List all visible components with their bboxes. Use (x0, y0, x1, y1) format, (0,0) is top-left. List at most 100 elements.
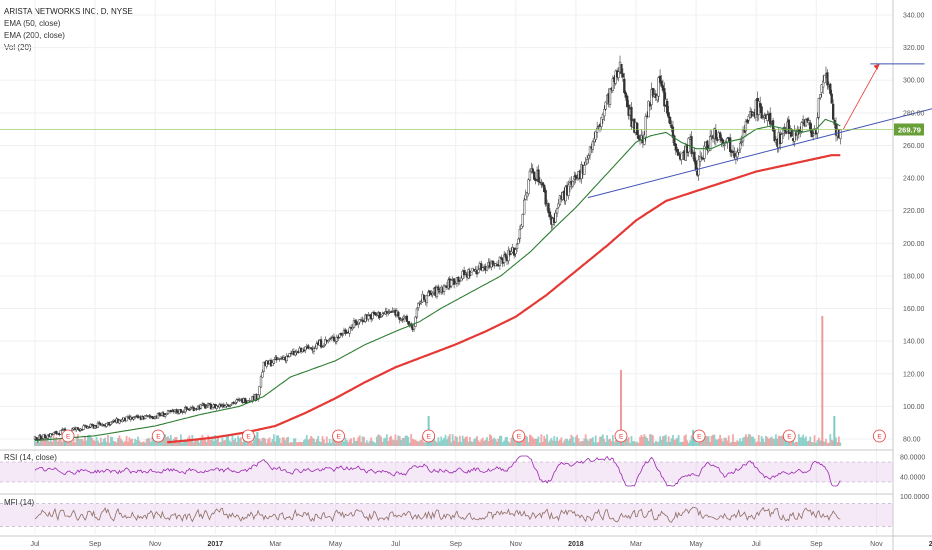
volume-bar (292, 438, 295, 446)
volume-bar (547, 442, 550, 446)
price-tick-label: 180.00 (903, 273, 925, 280)
volume-bar (544, 438, 547, 446)
volume-bar (484, 439, 487, 446)
volume-bar (477, 440, 480, 446)
volume-bar (770, 436, 773, 446)
volume-bar (84, 436, 86, 446)
earnings-marker (241, 429, 255, 443)
volume-bar (730, 441, 733, 446)
volume-spike (619, 370, 622, 446)
volume-bar (51, 441, 54, 446)
candle-up (82, 425, 85, 430)
volume-bar (699, 441, 702, 446)
volume-bar (733, 442, 736, 446)
volume-bar (344, 437, 347, 446)
volume-bar (373, 442, 375, 446)
volume-bar (752, 436, 754, 446)
price-tick-label: 220.00 (903, 208, 925, 215)
legend-ema50[interactable]: EMA (50, close) (4, 19, 61, 28)
volume-bar (159, 438, 162, 446)
volume-bar (375, 436, 378, 446)
volume-bar (403, 437, 405, 446)
candle-up (205, 406, 208, 408)
volume-bar (264, 438, 267, 446)
candle-up (109, 421, 112, 425)
candle-down (809, 122, 812, 130)
volume-bar (603, 439, 606, 446)
candle-down (829, 83, 832, 94)
volume-bar (185, 440, 188, 446)
volume-bar (88, 434, 91, 446)
volume-bar (201, 434, 204, 446)
legend-ema200[interactable]: EMA (200, close) (4, 31, 65, 40)
volume-bar (607, 439, 610, 446)
volume-bar (187, 437, 189, 446)
volume-bar (221, 437, 224, 446)
volume-bar (357, 437, 360, 446)
volume-bar (461, 435, 464, 446)
volume-bar (707, 436, 710, 446)
volume-bar (56, 441, 59, 446)
volume-bar (149, 441, 152, 446)
volume-bar (430, 439, 433, 446)
candle-up (521, 213, 524, 227)
candle-up (59, 430, 62, 435)
volume-bar (571, 436, 574, 446)
target-arrow (842, 63, 880, 130)
earnings-marker-label: E (619, 434, 624, 441)
volume-bar (365, 440, 368, 446)
volume-bar (391, 439, 394, 446)
candle-up (105, 423, 108, 427)
volume-bar (787, 439, 790, 446)
volume-bar (481, 437, 484, 446)
price-tick-label: 160.00 (903, 306, 925, 313)
volume-bar (323, 439, 325, 446)
volume-bar (343, 441, 345, 446)
candle-up (199, 404, 203, 409)
volume-bar (337, 440, 340, 446)
candle-up (647, 100, 650, 118)
earnings-marker-label: E (66, 434, 71, 441)
candle-up (184, 407, 187, 413)
candle-up (816, 117, 819, 134)
candle-down (531, 168, 534, 173)
volume-bar (775, 434, 777, 446)
volume-bar (652, 435, 654, 446)
candle-down (670, 124, 673, 129)
volume-bar (79, 439, 82, 446)
volume-bar (303, 440, 305, 446)
volume-bar (416, 440, 418, 446)
volume-bar (536, 438, 538, 446)
candle-down (398, 317, 401, 321)
volume-bar (689, 440, 692, 446)
candle-up (571, 180, 574, 187)
volume-bar (712, 434, 714, 446)
volume-bar (614, 439, 617, 446)
volume-bar (757, 435, 760, 446)
volume-bar (510, 437, 513, 446)
volume-bar (586, 439, 589, 446)
volume-bar (165, 437, 168, 446)
volume-bar (82, 440, 85, 446)
volume-bar (604, 442, 607, 446)
rsi-label: RSI (14, close) (4, 453, 57, 462)
volume-bar (511, 435, 514, 446)
volume-bar (616, 440, 619, 446)
volume-bar (767, 438, 770, 446)
candle-up (737, 149, 740, 153)
volume-bar (107, 434, 109, 446)
volume-bar (579, 442, 581, 446)
volume-bar (819, 440, 822, 446)
candle-up (460, 277, 463, 282)
volume-bar (371, 440, 374, 446)
volume-bar (530, 435, 533, 446)
candle-up (294, 351, 297, 356)
volume-bar (118, 435, 121, 446)
volume-bar (77, 434, 79, 446)
current-price-tag-bg (894, 123, 924, 136)
volume-bar (98, 442, 101, 446)
volume-bar (198, 442, 201, 446)
time-tick-label: Mar (269, 541, 282, 548)
